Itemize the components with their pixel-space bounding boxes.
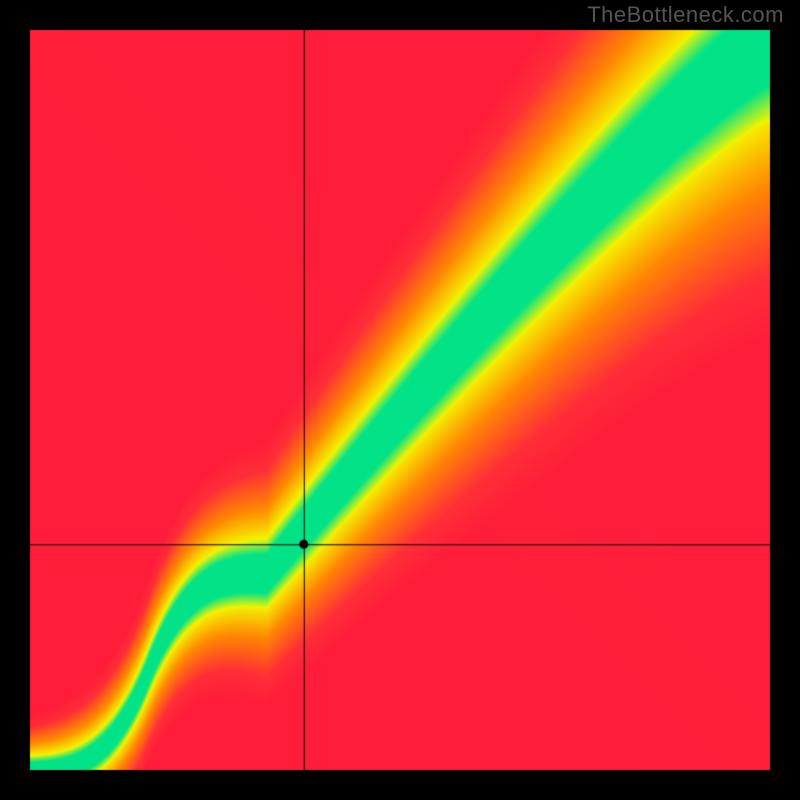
watermark-text: TheBottleneck.com: [587, 2, 784, 28]
bottleneck-heatmap-canvas: [0, 0, 800, 800]
